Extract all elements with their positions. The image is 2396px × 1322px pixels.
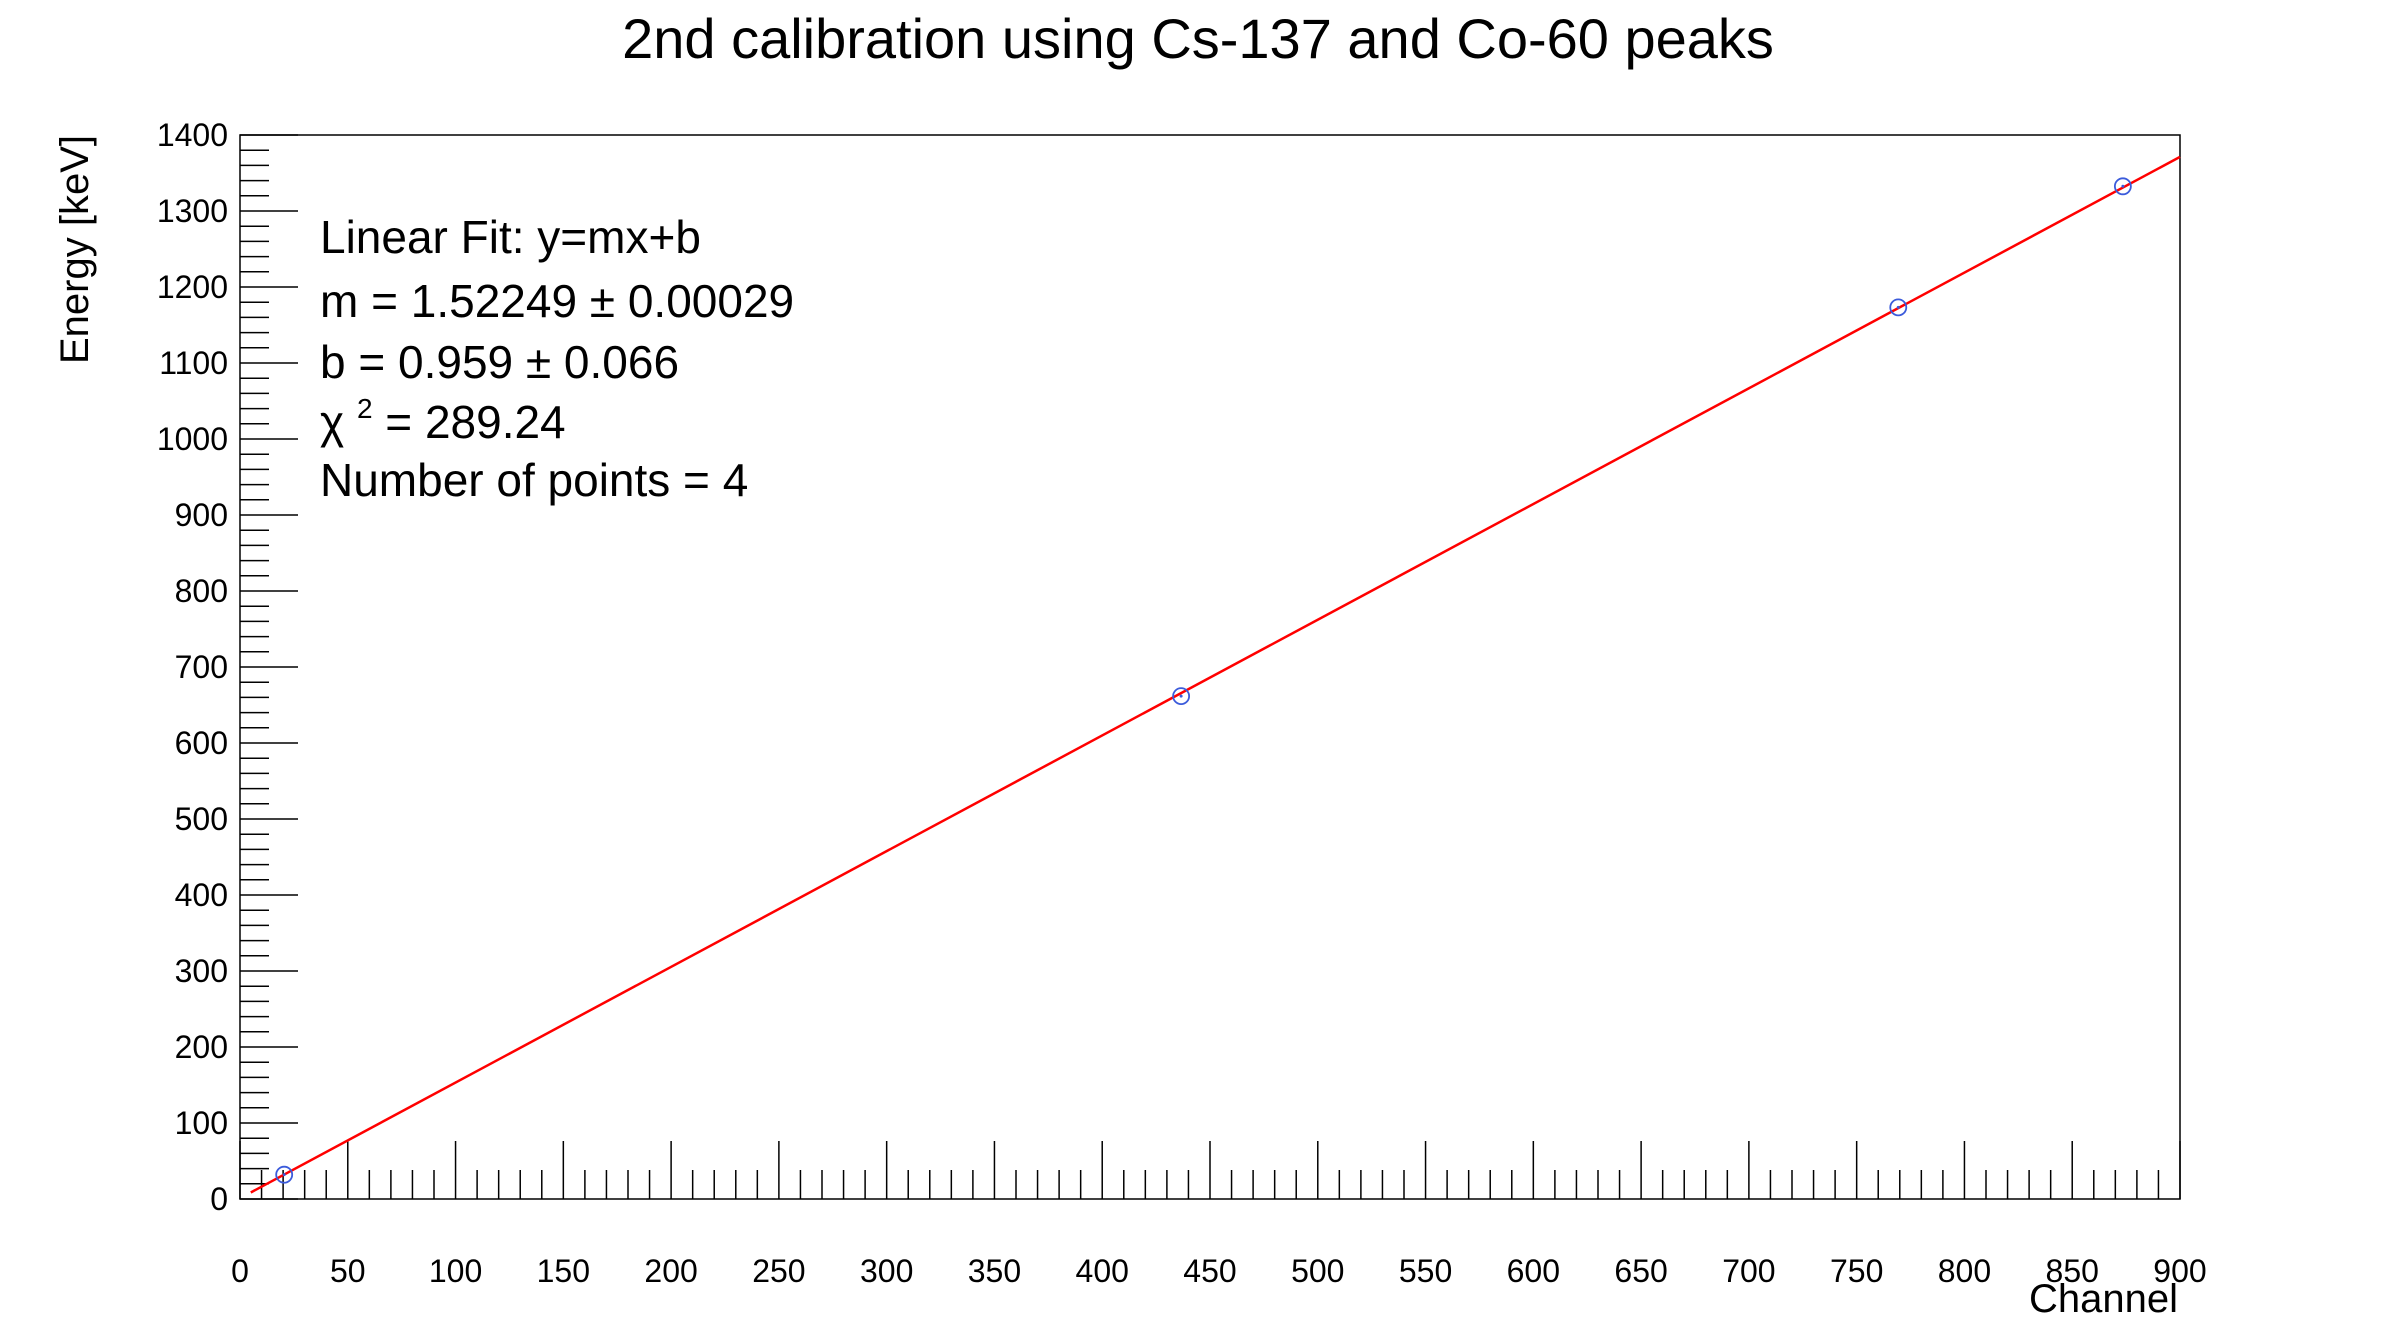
x-axis-label: Channel bbox=[2029, 1277, 2178, 1321]
y-tick-label: 1300 bbox=[157, 193, 228, 229]
fit-equation-label: Linear Fit: y=mx+b bbox=[320, 211, 701, 263]
x-tick-label: 400 bbox=[1076, 1253, 1129, 1289]
fit-npoints-label: Number of points = 4 bbox=[320, 454, 748, 506]
y-tick-label: 100 bbox=[175, 1105, 228, 1141]
x-tick-label: 250 bbox=[752, 1253, 805, 1289]
chart-title: 2nd calibration using Cs-137 and Co-60 p… bbox=[622, 7, 1774, 70]
data-point-center bbox=[1179, 694, 1183, 698]
x-tick-label: 150 bbox=[537, 1253, 590, 1289]
y-axis-ticks bbox=[240, 134, 298, 1200]
x-axis-tick-labels: 0 50 100 150 200 250 300 350 400 450 500 550 600 650 7… bbox=[231, 1253, 2207, 1289]
x-tick-label: 600 bbox=[1507, 1253, 1560, 1289]
data-point-center bbox=[1896, 305, 1900, 309]
chi-symbol: χ bbox=[320, 396, 344, 448]
x-tick-label: 800 bbox=[1938, 1253, 1991, 1289]
y-tick-label: 800 bbox=[175, 573, 228, 609]
data-point bbox=[1889, 298, 1908, 317]
x-tick-label: 550 bbox=[1399, 1253, 1452, 1289]
x-tick-label: 200 bbox=[644, 1253, 697, 1289]
y-tick-label: 0 bbox=[210, 1181, 228, 1217]
data-points bbox=[275, 177, 2132, 1184]
y-axis-tick-labels: 0 100 200 300 400 500 600 700 800 900 1000 1100 1200… bbox=[157, 117, 228, 1217]
x-tick-label: 900 bbox=[2153, 1253, 2206, 1289]
x-tick-label: 0 bbox=[231, 1253, 249, 1289]
x-tick-label: 700 bbox=[1722, 1253, 1775, 1289]
y-tick-label: 1200 bbox=[157, 269, 228, 305]
y-tick-label: 500 bbox=[175, 801, 228, 837]
y-tick-label: 700 bbox=[175, 649, 228, 685]
y-tick-label: 600 bbox=[175, 725, 228, 761]
x-tick-label: 300 bbox=[860, 1253, 913, 1289]
x-tick-label: 350 bbox=[968, 1253, 1021, 1289]
fit-results-box: Linear Fit: y=mx+b m = 1.52249 ± 0.00029… bbox=[320, 211, 794, 506]
y-tick-label: 1000 bbox=[157, 421, 228, 457]
fit-line bbox=[250, 155, 2181, 1194]
data-point-center bbox=[282, 1173, 286, 1177]
fit-slope-label: m = 1.52249 ± 0.00029 bbox=[320, 275, 794, 327]
x-tick-label: 850 bbox=[2046, 1253, 2099, 1289]
x-tick-label: 50 bbox=[330, 1253, 366, 1289]
data-point bbox=[1172, 687, 1191, 706]
y-tick-label: 1400 bbox=[157, 117, 228, 153]
x-tick-label: 750 bbox=[1830, 1253, 1883, 1289]
x-axis-ticks bbox=[239, 1141, 2181, 1199]
y-tick-label: 1100 bbox=[159, 345, 228, 381]
y-tick-label: 200 bbox=[175, 1029, 228, 1065]
y-tick-label: 400 bbox=[175, 877, 228, 913]
data-point bbox=[2113, 177, 2132, 196]
chi-exponent: 2 bbox=[357, 393, 373, 424]
fit-intercept-label: b = 0.959 ± 0.066 bbox=[320, 336, 679, 388]
chi-value: = 289.24 bbox=[385, 396, 565, 448]
y-axis-label: Energy [keV] bbox=[53, 135, 97, 364]
data-point-center bbox=[2121, 184, 2125, 188]
fit-layer bbox=[250, 155, 2181, 1194]
y-tick-label: 900 bbox=[175, 497, 228, 533]
y-tick-label: 300 bbox=[175, 953, 228, 989]
x-tick-label: 500 bbox=[1291, 1253, 1344, 1289]
x-tick-label: 450 bbox=[1183, 1253, 1236, 1289]
fit-chi2-label: χ 2 = 289.24 bbox=[320, 376, 566, 448]
data-point bbox=[275, 1165, 294, 1184]
x-tick-label: 650 bbox=[1614, 1253, 1667, 1289]
x-tick-label: 100 bbox=[429, 1253, 482, 1289]
